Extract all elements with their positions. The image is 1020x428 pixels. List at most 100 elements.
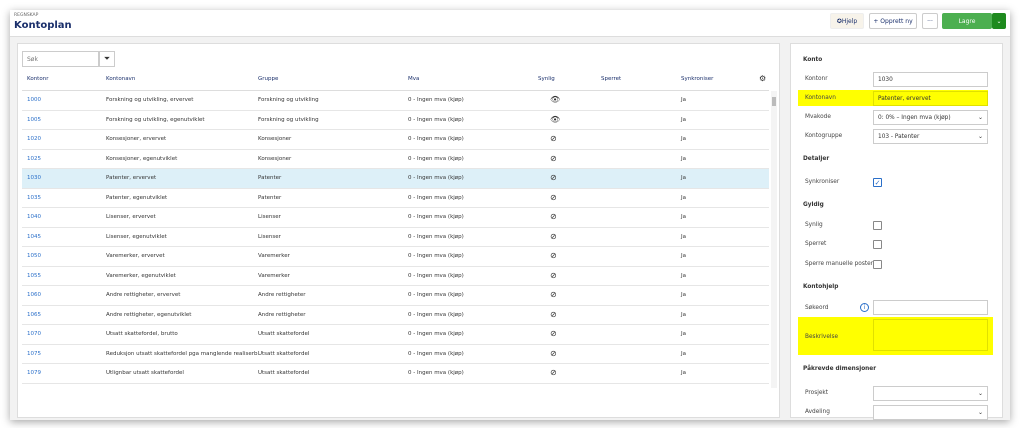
column-header-synkroniser[interactable]: Synkroniser bbox=[681, 76, 714, 82]
eye-slash-icon: ⊘ bbox=[550, 309, 557, 319]
account-number-link[interactable]: 1070 bbox=[27, 331, 41, 337]
sync-value: Ja bbox=[681, 350, 686, 357]
vat-code: 0 - Ingen mva (kjøp) bbox=[408, 136, 464, 142]
table-row[interactable]: 1005 Forskning og utvikling, egenutviklet… bbox=[22, 111, 769, 130]
search-input[interactable]: Søk bbox=[22, 51, 99, 67]
chevron-down-icon: ⌄ bbox=[977, 390, 983, 397]
vat-code: 0 - Ingen mva (kjøp) bbox=[408, 175, 464, 181]
account-group: Varemerker bbox=[258, 253, 290, 259]
eye-slash-icon: ⊘ bbox=[550, 212, 557, 221]
kontonavn-label: Kontonavn bbox=[805, 95, 836, 101]
section-dimensjoner: Påkrevde dimensjoner bbox=[803, 366, 877, 372]
account-number-link[interactable]: 1055 bbox=[27, 272, 41, 279]
vat-code: 0 - Ingen mva (kjøp) bbox=[408, 253, 464, 259]
synkroniser-checkbox[interactable]: ✓ bbox=[873, 178, 882, 187]
account-group: Lisenser bbox=[258, 214, 281, 220]
table-row[interactable]: 1075 Reduksjon utsatt skattefordel pga ma… bbox=[22, 345, 769, 364]
sperret-checkbox[interactable] bbox=[873, 240, 882, 249]
table-row[interactable]: 1040 Lisenser, ervervet Lisenser 0 - Ingen … bbox=[22, 208, 769, 228]
account-name: Varemerker, ervervet bbox=[106, 253, 165, 259]
beskrivelse-textarea[interactable] bbox=[873, 319, 988, 351]
info-icon[interactable]: i bbox=[860, 303, 869, 312]
account-number-link[interactable]: 1079 bbox=[27, 370, 41, 376]
account-group: Lisenser bbox=[258, 233, 281, 240]
sperre-manuelle-checkbox[interactable] bbox=[873, 260, 882, 269]
create-new-button[interactable]: + Opprett ny bbox=[869, 13, 917, 29]
eye-slash-icon: ⊘ bbox=[550, 348, 557, 358]
vat-code: 0 - Ingen mva (kjøp) bbox=[408, 116, 464, 123]
table-row[interactable]: 1060 Andre rettigheter, ervervet Andre ret… bbox=[22, 286, 769, 306]
sperre-manuelle-label: Sperre manuelle poster bbox=[805, 261, 874, 267]
kontonr-input[interactable]: 1030 bbox=[873, 72, 988, 87]
column-header-mva[interactable]: Mva bbox=[408, 76, 420, 82]
page-title: Kontoplan bbox=[14, 20, 72, 31]
kontogruppe-select[interactable]: 103 - Patenter ⌄ bbox=[873, 129, 988, 144]
avdeling-label: Avdeling bbox=[805, 409, 830, 415]
table-row[interactable]: 1030 Patenter, ervervet Patenter 0 - Ingen … bbox=[22, 169, 769, 189]
account-number-link[interactable]: 1060 bbox=[27, 292, 41, 298]
sokeord-input[interactable] bbox=[873, 300, 988, 315]
table-row[interactable]: 1065 Andre rettigheter, egenutviklet Andre… bbox=[22, 306, 769, 325]
account-number-link[interactable]: 1020 bbox=[27, 136, 41, 142]
avdeling-select[interactable]: ⌄ bbox=[873, 405, 988, 420]
account-number-link[interactable]: 1005 bbox=[27, 116, 41, 123]
header-divider bbox=[22, 90, 769, 91]
column-header-kontonr[interactable]: Kontonr bbox=[27, 76, 49, 82]
vat-code: 0 - Ingen mva (kjøp) bbox=[408, 331, 464, 337]
account-number-link[interactable]: 1065 bbox=[27, 311, 41, 318]
column-header-sperret[interactable]: Sperret bbox=[601, 76, 622, 82]
table-row[interactable]: 1050 Varemerker, ervervet Varemerker 0 - In… bbox=[22, 247, 769, 267]
scrollbar[interactable] bbox=[771, 91, 777, 388]
account-number-link[interactable]: 1045 bbox=[27, 233, 41, 240]
sync-value: Ja bbox=[681, 253, 686, 259]
table-row[interactable]: 1000 Forskning og utvikling, ervervet Fors… bbox=[22, 91, 769, 111]
table-row[interactable]: 1020 Konsesjoner, ervervet Konsesjoner 0 - … bbox=[22, 130, 769, 150]
account-name: Konsesjoner, egenutviklet bbox=[106, 155, 178, 162]
account-name: Varemerker, egenutviklet bbox=[106, 272, 176, 279]
filter-icon[interactable]: ⏷ bbox=[99, 51, 115, 67]
vat-code: 0 - Ingen mva (kjøp) bbox=[408, 350, 464, 357]
account-number-link[interactable]: 1050 bbox=[27, 253, 41, 259]
kontonavn-input[interactable]: Patenter, ervervet bbox=[873, 91, 988, 106]
sync-value: Ja bbox=[681, 370, 686, 376]
vat-code: 0 - Ingen mva (kjøp) bbox=[408, 194, 464, 201]
sync-value: Ja bbox=[681, 331, 686, 337]
chevron-down-icon: ⌄ bbox=[977, 133, 983, 140]
column-header-gruppe[interactable]: Gruppe bbox=[258, 76, 279, 82]
breadcrumb[interactable]: REGNSKAP bbox=[14, 13, 39, 18]
table-row[interactable]: 1079 Utlignbar utsatt skattefordel Utsatt … bbox=[22, 364, 769, 384]
prosjekt-select[interactable]: ⌄ bbox=[873, 386, 988, 401]
account-number-link[interactable]: 1000 bbox=[27, 97, 41, 103]
eye-slash-icon: ⊘ bbox=[550, 231, 557, 241]
synlig-checkbox[interactable] bbox=[873, 221, 882, 230]
table-row[interactable]: 1045 Lisenser, egenutviklet Lisenser 0 - In… bbox=[22, 228, 769, 247]
account-name: Andre rettigheter, ervervet bbox=[106, 292, 181, 298]
gear-icon[interactable]: ⚙ bbox=[759, 74, 767, 83]
vat-code: 0 - Ingen mva (kjøp) bbox=[408, 155, 464, 162]
column-header-kontonavn[interactable]: Kontonavn bbox=[106, 76, 136, 82]
beskrivelse-label: Beskrivelse bbox=[805, 334, 839, 340]
kontogruppe-label: Kontogruppe bbox=[805, 133, 843, 139]
table-row[interactable]: 1070 Utsatt skattefordel, brutto Utsatt sk… bbox=[22, 325, 769, 345]
help-button[interactable]: ✪ Hjelp bbox=[830, 13, 864, 29]
scrollbar-thumb[interactable] bbox=[772, 97, 776, 106]
column-header-synlig[interactable]: Synlig bbox=[538, 76, 555, 82]
account-number-link[interactable]: 1040 bbox=[27, 214, 41, 220]
highlight bbox=[798, 317, 993, 355]
account-number-link[interactable]: 1030 bbox=[27, 175, 41, 181]
account-number-link[interactable]: 1035 bbox=[27, 194, 41, 201]
account-number-link[interactable]: 1025 bbox=[27, 155, 41, 162]
table-row[interactable]: 1055 Varemerker, egenutviklet Varemerker 0 … bbox=[22, 267, 769, 286]
page-header: REGNSKAP Kontoplan ✪ Hjelp + Opprett ny ·… bbox=[10, 10, 1010, 37]
more-button[interactable]: ··· bbox=[922, 13, 938, 29]
account-group: Andre rettigheter bbox=[258, 311, 306, 318]
table-row[interactable]: 1035 Patenter, egenutviklet Patenter 0 - In… bbox=[22, 189, 769, 208]
synlig-label: Synlig bbox=[805, 222, 823, 228]
table-row[interactable]: 1025 Konsesjoner, egenutviklet Konsesjoner… bbox=[22, 150, 769, 169]
account-number-link[interactable]: 1075 bbox=[27, 350, 41, 357]
synkroniser-label: Synkroniser bbox=[805, 179, 840, 185]
save-menu-chevron-icon[interactable]: ⌄ bbox=[992, 13, 1006, 29]
account-name: Patenter, egenutviklet bbox=[106, 194, 168, 201]
save-button[interactable]: Lagre bbox=[942, 13, 992, 29]
mvakode-select[interactable]: 0: 0% – Ingen mva (kjøp) ⌄ bbox=[873, 110, 988, 125]
